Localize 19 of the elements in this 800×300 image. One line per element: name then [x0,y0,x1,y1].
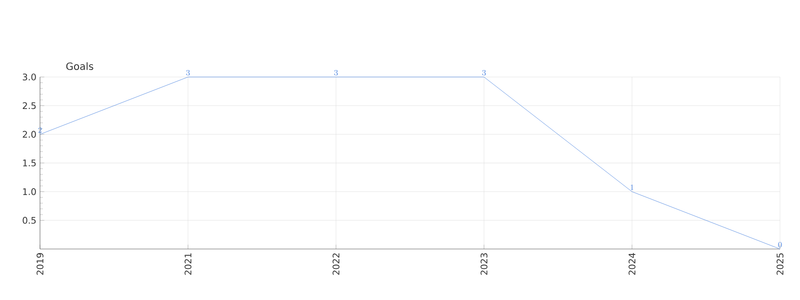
x-tick-label: 2019 [36,253,44,275]
y-tick-label: 1.0 [23,188,36,196]
data-label: 2 [38,127,42,133]
x-tick-label: 2023 [480,253,488,275]
data-label: 0 [778,242,782,248]
data-label: 3 [186,70,190,76]
y-axis-title: Goals [66,62,94,70]
data-label: 3 [482,70,486,76]
data-label: 1 [630,184,634,190]
y-tick-label: 2.0 [22,130,36,138]
x-tick-label: 2025 [776,253,784,275]
y-tick-label: 1.5 [23,160,36,166]
x-tick-label: 2022 [332,253,340,275]
y-tick-label: 0.5 [22,216,36,224]
y-tick-label: 2.5 [22,102,36,110]
y-tick-label: 3.0 [22,74,36,80]
x-tick-label: 2024 [628,253,636,275]
data-label: 3 [334,70,338,76]
x-tick-label: 2021 [184,253,192,275]
